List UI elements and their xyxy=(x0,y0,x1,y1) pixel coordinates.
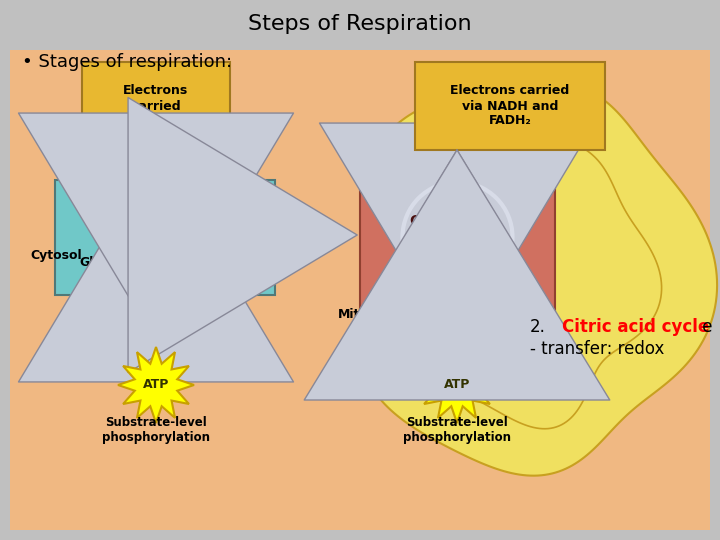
Text: - transfer: redox: - transfer: redox xyxy=(530,340,665,358)
Text: ATP: ATP xyxy=(444,379,470,392)
Text: Electrons
carried
via NADH: Electrons carried via NADH xyxy=(123,84,189,127)
Text: • Stages of respiration:: • Stages of respiration: xyxy=(22,53,232,71)
Text: Glucose⟹⟹⟹Pyruvate: Glucose⟹⟹⟹Pyruvate xyxy=(79,256,251,269)
FancyBboxPatch shape xyxy=(10,50,710,530)
FancyBboxPatch shape xyxy=(55,180,275,295)
Text: ATP: ATP xyxy=(143,379,169,392)
Polygon shape xyxy=(118,347,194,423)
Polygon shape xyxy=(357,82,717,476)
Text: Cytosol: Cytosol xyxy=(30,248,81,261)
FancyBboxPatch shape xyxy=(82,62,230,150)
Text: 2.: 2. xyxy=(530,318,546,336)
Text: Mitochondrion: Mitochondrion xyxy=(338,308,439,321)
FancyBboxPatch shape xyxy=(415,62,605,150)
Text: Electrons carried
via NADH and
FADH₂: Electrons carried via NADH and FADH₂ xyxy=(451,84,570,127)
Text: Steps of Respiration: Steps of Respiration xyxy=(248,14,472,34)
Text: Citric acid cycle: Citric acid cycle xyxy=(562,318,709,336)
Text: Substrate-level
phosphorylation: Substrate-level phosphorylation xyxy=(403,416,511,444)
Text: Glycolysis: Glycolysis xyxy=(126,205,204,219)
Polygon shape xyxy=(419,347,495,423)
FancyBboxPatch shape xyxy=(360,152,555,312)
Text: e: e xyxy=(697,318,713,336)
Polygon shape xyxy=(379,126,662,429)
Text: Substrate-level
phosphorylation: Substrate-level phosphorylation xyxy=(102,416,210,444)
Text: Citric
acid
cycle: Citric acid cycle xyxy=(409,214,450,260)
